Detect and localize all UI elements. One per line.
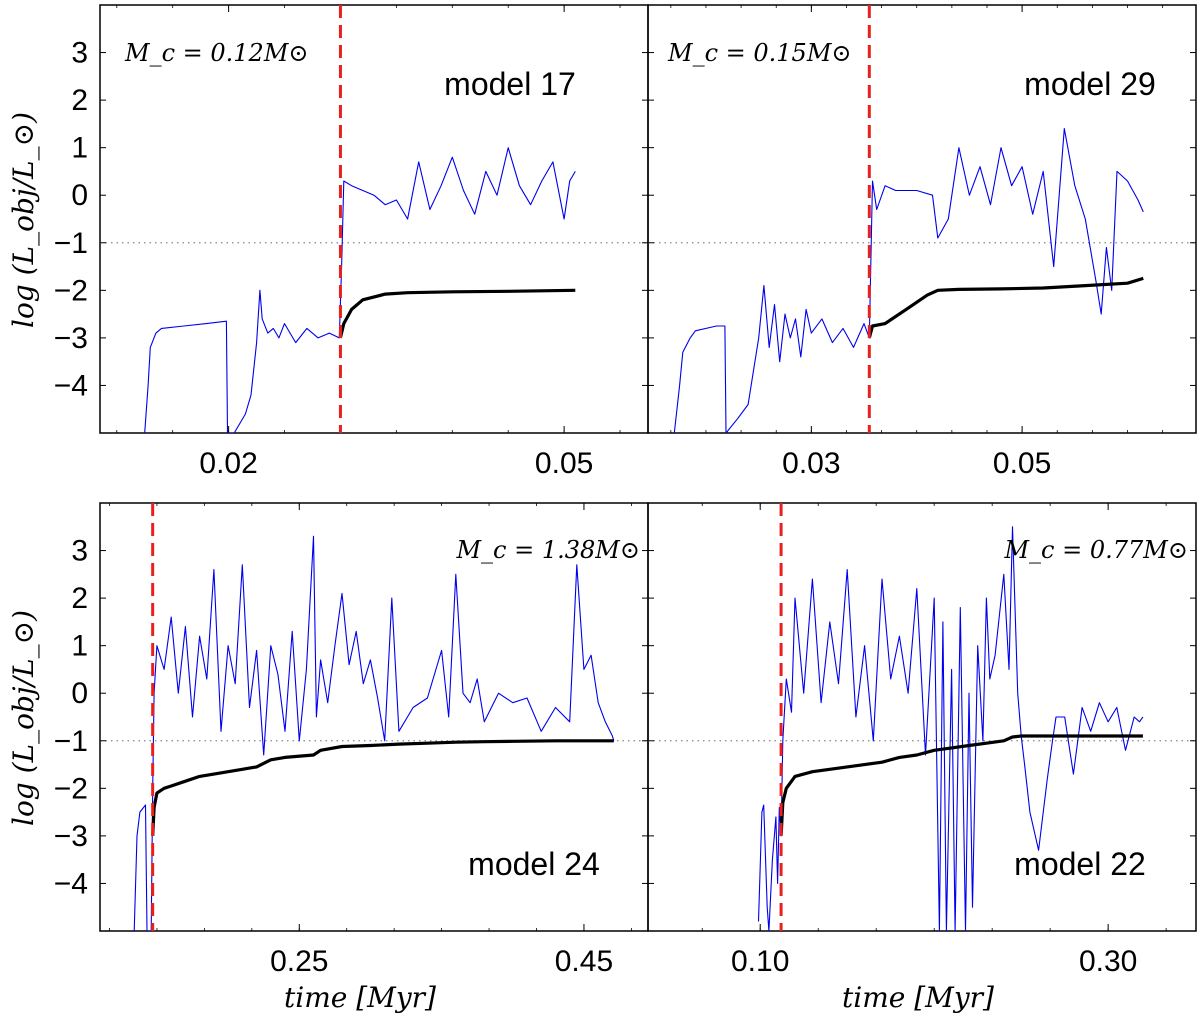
x-axis-title-left: time [Myr] — [284, 981, 436, 1014]
y-tick-label: 2 — [71, 582, 88, 615]
series-luminosity-line — [757, 526, 1144, 931]
y-tick-label: −3 — [54, 820, 88, 853]
y-tick-label: −1 — [54, 725, 88, 758]
panel-model-24: −4 −3 −2 −1 0 1 2 3 0.25 0.45 — [54, 503, 648, 978]
y-tick-label: −4 — [54, 867, 88, 900]
x-tick-label: 0.10 — [731, 945, 789, 978]
y-tick-label: −2 — [54, 274, 88, 307]
y-axis-title-top: log (L_obj/L_⊙) — [7, 112, 40, 328]
mass-label-1: M_c = 0.12M⊙ — [124, 39, 309, 67]
series-accretion-line — [867, 276, 1144, 339]
y-tick-label: 3 — [71, 37, 88, 70]
mass-label-3: M_c = 1.38M⊙ — [455, 536, 640, 564]
series-luminosity-line — [133, 535, 615, 931]
x-tick-label: 0.05 — [535, 447, 593, 480]
panel-model-29: 0.03 0.05 — [648, 5, 1196, 480]
x-tick-label: 0.30 — [1079, 945, 1137, 978]
y-axis-title-bottom: log (L_obj/L_⊙) — [7, 610, 40, 826]
model-label-3: model 24 — [468, 846, 600, 882]
x-tick-label: 0.25 — [270, 945, 328, 978]
y-tick-label: 2 — [71, 84, 88, 117]
model-label-1: model 17 — [444, 66, 576, 102]
mass-label-2: M_c = 0.15M⊙ — [667, 39, 852, 67]
mass-label-4: M_c = 0.77M⊙ — [1003, 536, 1188, 564]
panel-frame-4 — [647, 502, 1197, 932]
series-luminosity-line — [144, 147, 576, 433]
series-accretion-line — [338, 288, 576, 339]
model-label-2: model 29 — [1024, 66, 1156, 102]
y-tick-label: −2 — [54, 772, 88, 805]
x-tick-label: 0.05 — [993, 447, 1051, 480]
panel-frame-2 — [647, 4, 1197, 434]
panel-model-17: −4 −3 −2 −1 0 1 2 3 0.02 0.05 — [54, 5, 648, 480]
x-tick-label: 0.45 — [555, 945, 613, 978]
y-tick-label: −1 — [54, 227, 88, 260]
y-tick-label: −3 — [54, 322, 88, 355]
series-accretion-line — [779, 734, 1143, 836]
x-tick-label: 0.02 — [199, 447, 257, 480]
series-luminosity-line — [673, 128, 1144, 433]
x-tick-label: 0.03 — [782, 447, 840, 480]
y-tick-label: 1 — [71, 132, 88, 165]
y-tick-label: 0 — [71, 179, 88, 212]
y-tick-label: −4 — [54, 369, 88, 402]
y-tick-label: 1 — [71, 630, 88, 663]
x-axis-title-right: time [Myr] — [842, 981, 994, 1014]
model-label-4: model 22 — [1014, 846, 1146, 882]
y-tick-label: 0 — [71, 677, 88, 710]
series-accretion-line — [151, 739, 614, 836]
y-tick-label: 3 — [71, 535, 88, 568]
panel-model-22: 0.10 0.30 — [648, 503, 1196, 978]
